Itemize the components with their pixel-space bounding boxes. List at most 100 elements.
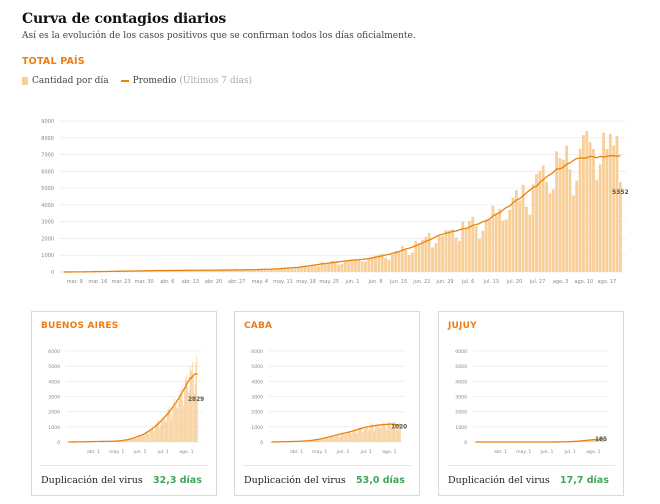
y-tick-label: 2000 bbox=[251, 410, 263, 416]
bar bbox=[525, 206, 528, 272]
bar bbox=[598, 438, 600, 442]
card-divider bbox=[447, 465, 615, 466]
bar bbox=[324, 438, 326, 442]
y-tick-label: 5000 bbox=[41, 186, 54, 192]
bar bbox=[180, 396, 182, 442]
card-chart: 0 1000 2000 3000 4000 5000 6000 abr. 1 may. 1 jun… bbox=[455, 349, 609, 455]
bar bbox=[164, 415, 165, 442]
bar bbox=[558, 158, 562, 272]
y-tick-label: 1000 bbox=[251, 425, 263, 431]
bar bbox=[156, 423, 158, 442]
bar bbox=[300, 266, 304, 272]
bar bbox=[139, 435, 140, 442]
bar bbox=[331, 436, 333, 442]
chart-title: Curva de contagios diarios bbox=[22, 11, 227, 27]
bar bbox=[283, 267, 287, 272]
y-tick-label: 7000 bbox=[41, 153, 54, 159]
y-tick-label: 1000 bbox=[41, 253, 54, 259]
bar bbox=[332, 436, 334, 442]
bar bbox=[431, 247, 434, 272]
bar bbox=[316, 439, 318, 442]
bar bbox=[371, 424, 372, 442]
bar bbox=[188, 390, 190, 442]
bar bbox=[369, 423, 371, 442]
bar bbox=[229, 269, 233, 272]
y-tick-label: 2000 bbox=[455, 410, 467, 416]
bar bbox=[286, 267, 290, 272]
bar bbox=[356, 433, 358, 442]
x-tick-label: jul. 1 bbox=[564, 449, 576, 455]
bar bbox=[130, 439, 132, 442]
bar bbox=[182, 269, 186, 272]
bar bbox=[391, 427, 392, 442]
bar bbox=[362, 431, 364, 442]
bar bbox=[363, 428, 365, 442]
bar bbox=[393, 422, 395, 442]
y-tick-label: 4000 bbox=[41, 203, 54, 209]
bar bbox=[172, 407, 174, 442]
x-tick-label: ago. 1 bbox=[382, 449, 396, 455]
bar bbox=[464, 228, 468, 272]
bar bbox=[145, 432, 146, 442]
bar bbox=[176, 270, 180, 272]
y-tick-label: 9000 bbox=[41, 119, 54, 125]
bar bbox=[601, 439, 603, 442]
bar bbox=[349, 430, 351, 442]
bar bbox=[273, 269, 277, 272]
bar bbox=[150, 429, 151, 442]
bar bbox=[183, 386, 185, 442]
y-tick-label: 2000 bbox=[48, 410, 60, 416]
bar bbox=[360, 427, 362, 442]
bar bbox=[167, 413, 169, 442]
legend-line-label: Promedio bbox=[132, 76, 177, 86]
bar bbox=[597, 438, 599, 442]
bar bbox=[209, 269, 213, 272]
x-tick-label: may. 11 bbox=[273, 279, 293, 285]
bar bbox=[590, 440, 591, 442]
card-divider bbox=[40, 465, 208, 466]
bar bbox=[586, 440, 588, 442]
bar bbox=[270, 269, 273, 272]
bar bbox=[600, 439, 601, 442]
bar bbox=[226, 270, 230, 272]
bar bbox=[488, 218, 491, 272]
bar bbox=[437, 236, 441, 272]
x-tick-label: jun. 22 bbox=[412, 279, 430, 285]
bar bbox=[266, 270, 270, 272]
bar bbox=[216, 270, 220, 272]
bar bbox=[348, 431, 349, 442]
card-divider bbox=[243, 465, 411, 466]
bar bbox=[160, 421, 162, 442]
legend-line-note: (Últimos 7 días) bbox=[179, 76, 252, 86]
bar bbox=[484, 219, 488, 272]
bar bbox=[189, 270, 193, 272]
bar bbox=[372, 423, 373, 442]
bar bbox=[296, 266, 300, 272]
bar bbox=[337, 433, 339, 442]
y-tick-label: 8000 bbox=[41, 136, 54, 142]
bar bbox=[396, 425, 397, 442]
bar bbox=[387, 422, 389, 442]
bar bbox=[192, 361, 193, 442]
bar bbox=[174, 398, 175, 442]
bar bbox=[397, 428, 399, 442]
bar bbox=[123, 440, 125, 442]
bar bbox=[178, 401, 179, 442]
bar bbox=[370, 426, 372, 442]
bar bbox=[309, 440, 310, 442]
bar bbox=[400, 426, 401, 442]
x-tick-label: abr. 1 bbox=[290, 449, 303, 455]
x-tick-label: abr. 27 bbox=[228, 279, 245, 285]
x-tick-label: jun. 1 bbox=[132, 449, 146, 455]
bar bbox=[140, 434, 142, 442]
bar bbox=[206, 270, 210, 272]
bar bbox=[347, 260, 351, 272]
bar bbox=[145, 431, 147, 442]
average-line bbox=[271, 423, 401, 443]
bar bbox=[374, 255, 377, 272]
bar bbox=[340, 264, 344, 272]
bar bbox=[314, 439, 315, 442]
bar bbox=[168, 408, 169, 442]
bar bbox=[146, 430, 148, 442]
bar bbox=[196, 270, 200, 272]
